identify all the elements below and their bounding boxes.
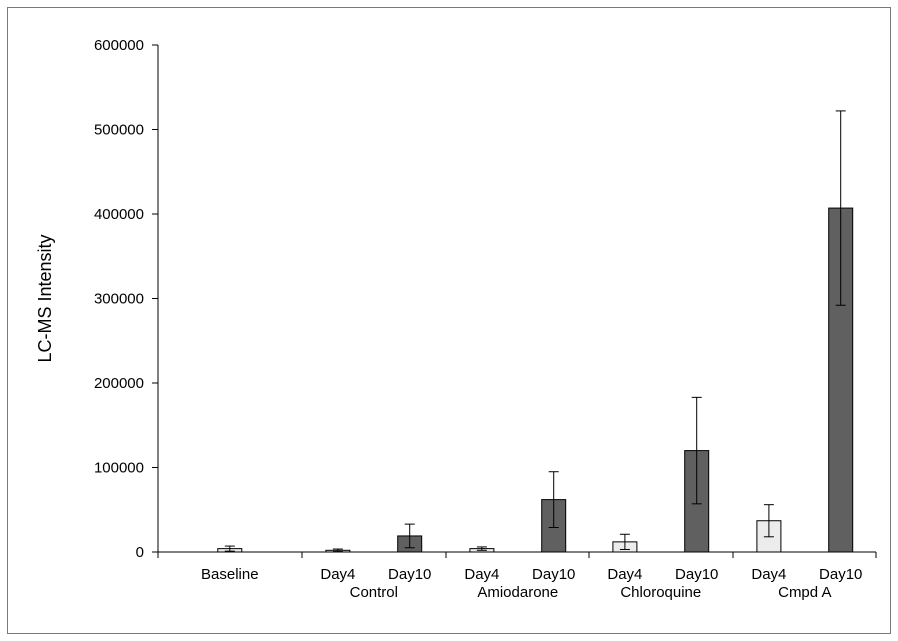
x-sub-label: Day4	[320, 566, 355, 583]
y-tick-label: 500000	[94, 122, 144, 139]
y-tick-label: 200000	[94, 375, 144, 392]
y-tick-label: 100000	[94, 460, 144, 477]
y-tick-label: 0	[136, 544, 144, 561]
x-group-label: Control	[350, 584, 398, 601]
x-group-label: Chloroquine	[620, 584, 701, 601]
x-sub-label: Day10	[675, 566, 718, 583]
y-tick-label: 600000	[94, 37, 144, 54]
x-sub-label: Day10	[819, 566, 862, 583]
chart-frame: LC-MS Intensity 0 100000 200000 300000 400000…	[7, 7, 891, 634]
bar-chart: LC-MS Intensity 0 100000 200000 300000 400000…	[35, 37, 877, 601]
y-tick-label: 400000	[94, 206, 144, 223]
x-sub-label: Day4	[607, 566, 642, 583]
x-sub-label: Day10	[388, 566, 431, 583]
x-sub-label: Day10	[532, 566, 575, 583]
x-group-label: Baseline	[201, 566, 259, 583]
y-tick-label: 300000	[94, 291, 144, 308]
x-group-label: Cmpd A	[778, 584, 831, 601]
x-sub-label: Day4	[464, 566, 499, 583]
x-group-label: Amiodarone	[477, 584, 558, 601]
x-sub-label: Day4	[751, 566, 786, 583]
y-axis-title: LC-MS Intensity	[35, 234, 55, 362]
